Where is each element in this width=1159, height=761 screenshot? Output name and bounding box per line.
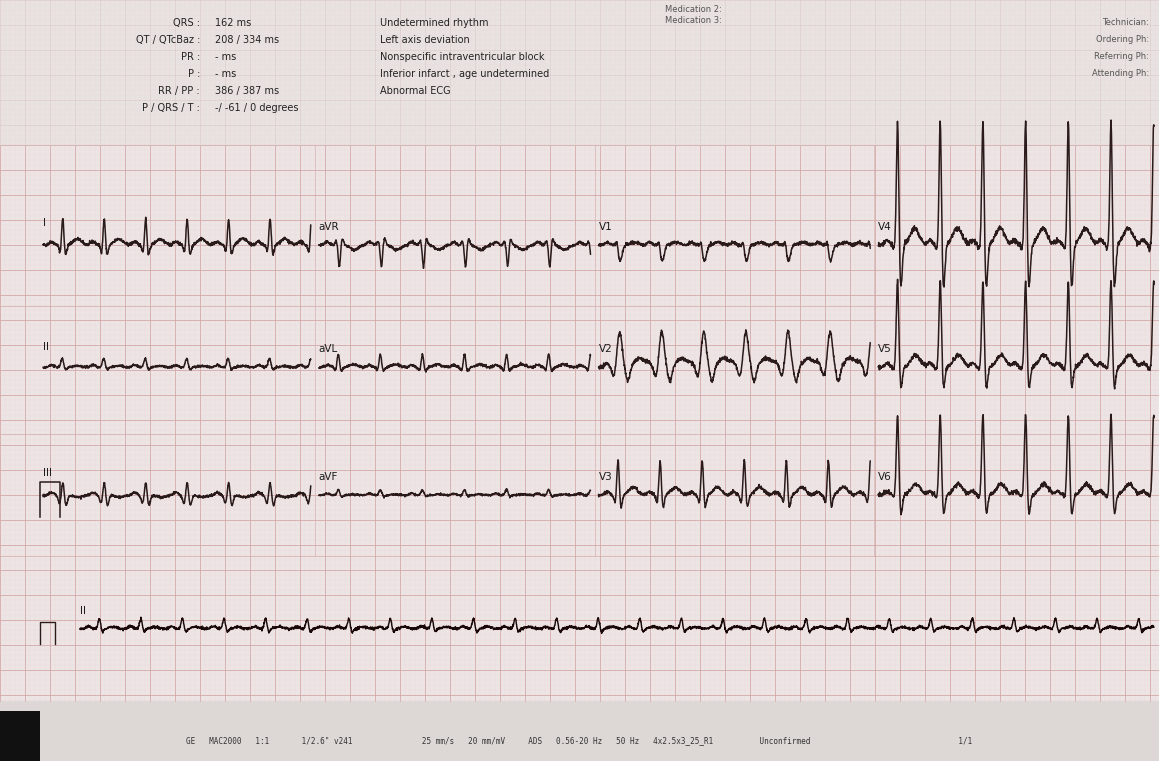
- Text: V4: V4: [879, 222, 892, 232]
- Text: PR :: PR :: [181, 52, 201, 62]
- Text: GE   MAC2000   1:1       1/2.6" v241               25 mm/s   20 mm/mV     ADS   : GE MAC2000 1:1 1/2.6" v241 25 mm/s 20 mm…: [187, 737, 972, 746]
- Text: P :: P :: [188, 69, 201, 79]
- Text: Medication 3:: Medication 3:: [665, 16, 722, 25]
- Text: aVR: aVR: [319, 222, 340, 232]
- Text: Left axis deviation: Left axis deviation: [380, 35, 469, 45]
- Text: aVF: aVF: [319, 473, 338, 482]
- Text: V3: V3: [598, 473, 612, 482]
- Text: III: III: [43, 468, 52, 478]
- Text: -/ -61 / 0 degrees: -/ -61 / 0 degrees: [216, 103, 299, 113]
- Text: Attending Ph:: Attending Ph:: [1092, 69, 1149, 78]
- Text: Technician:: Technician:: [1102, 18, 1149, 27]
- Text: Undetermined rhythm: Undetermined rhythm: [380, 18, 488, 28]
- Text: Medication 2:: Medication 2:: [665, 5, 722, 14]
- Bar: [0, 711, 41, 761]
- Text: QRS :: QRS :: [173, 18, 201, 28]
- Text: - ms: - ms: [216, 69, 236, 79]
- Text: V2: V2: [598, 345, 612, 355]
- Text: Referring Ph:: Referring Ph:: [1094, 52, 1149, 61]
- Text: V1: V1: [598, 222, 612, 232]
- Text: 208 / 334 ms: 208 / 334 ms: [216, 35, 279, 45]
- Text: V6: V6: [879, 473, 892, 482]
- Text: Inferior infarct , age undetermined: Inferior infarct , age undetermined: [380, 69, 549, 79]
- Text: V5: V5: [879, 345, 892, 355]
- Text: P / QRS / T :: P / QRS / T :: [143, 103, 201, 113]
- Text: Ordering Ph:: Ordering Ph:: [1096, 35, 1149, 44]
- Bar: [0, 0, 1159, 145]
- Text: II: II: [43, 342, 49, 352]
- Text: 162 ms: 162 ms: [216, 18, 252, 28]
- Bar: [0, 701, 1159, 761]
- Text: - ms: - ms: [216, 52, 236, 62]
- Text: Nonspecific intraventricular block: Nonspecific intraventricular block: [380, 52, 545, 62]
- Text: I: I: [43, 218, 46, 228]
- Text: RR / PP :: RR / PP :: [159, 86, 201, 96]
- Text: 386 / 387 ms: 386 / 387 ms: [216, 86, 279, 96]
- Text: II: II: [80, 606, 86, 616]
- Text: aVL: aVL: [319, 345, 338, 355]
- Text: QT / QTcBaz :: QT / QTcBaz :: [136, 35, 201, 45]
- Text: Abnormal ECG: Abnormal ECG: [380, 86, 451, 96]
